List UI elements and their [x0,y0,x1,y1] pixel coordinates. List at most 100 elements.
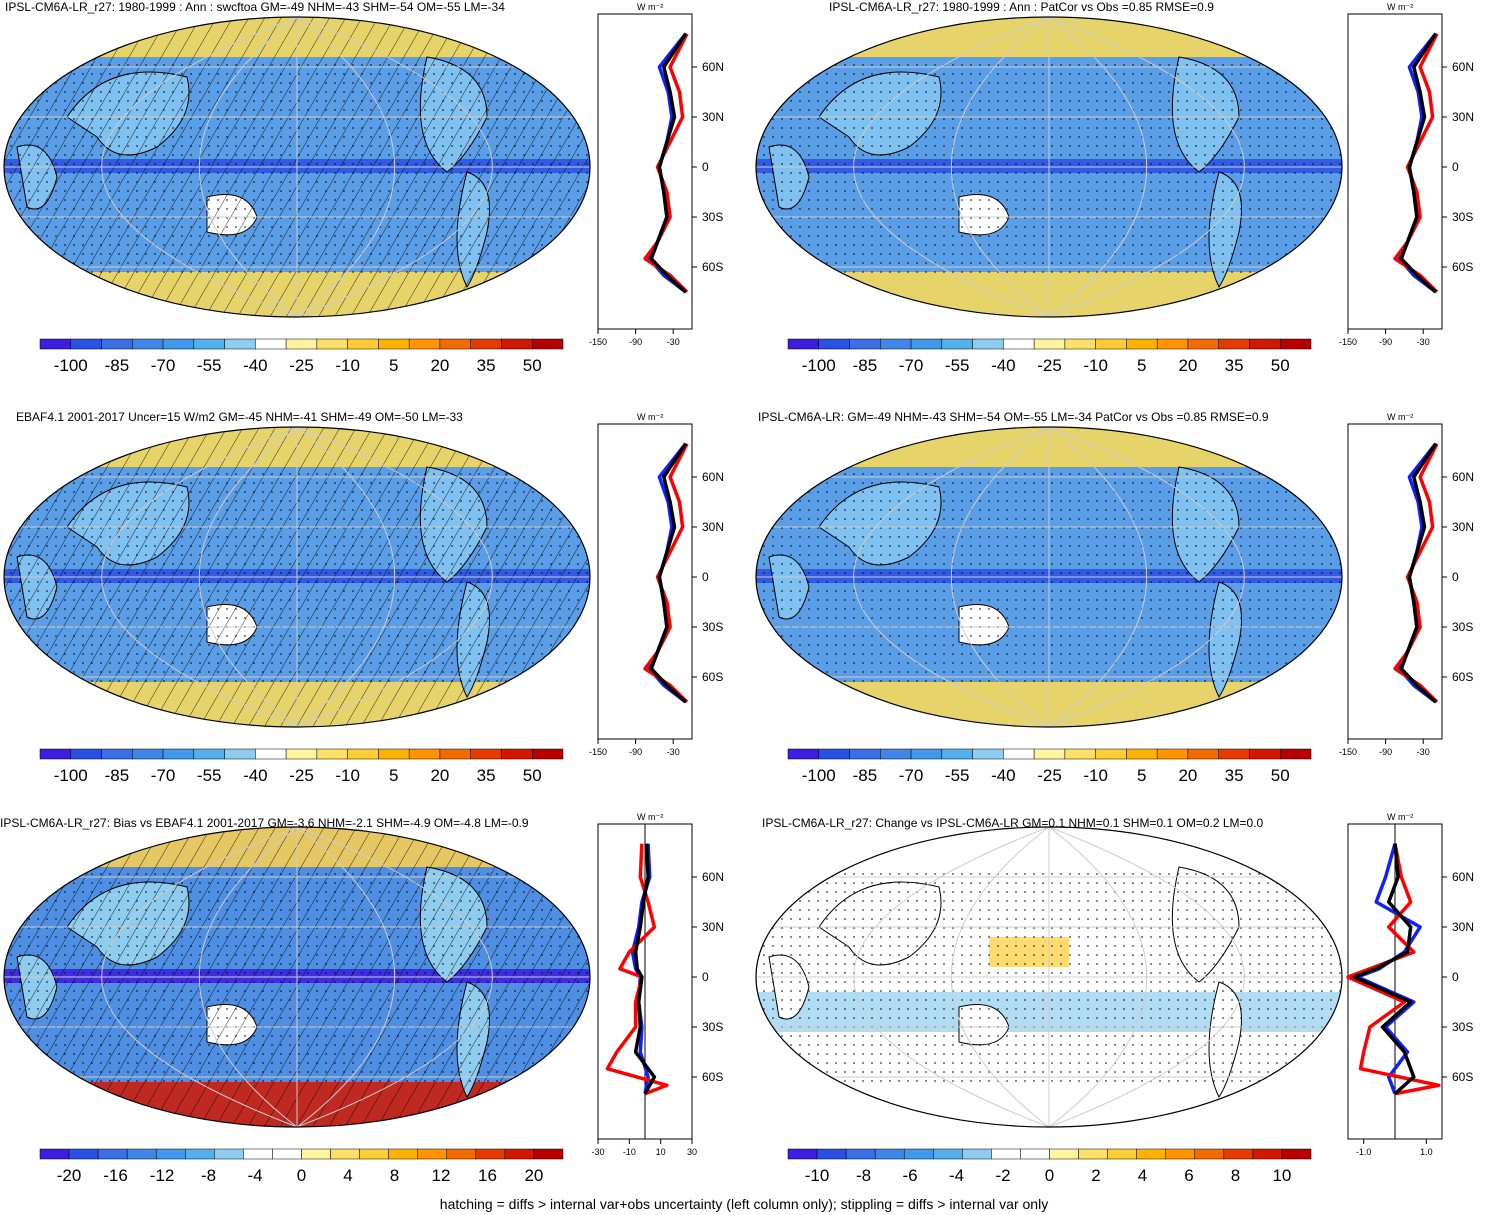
colorbar-swatch [991,1148,1021,1160]
colorbar-swatch [972,338,1004,350]
colorbar-swatch [39,748,72,760]
colorbar-label: -4 [949,1166,964,1185]
colorbar-swatch [972,748,1004,760]
colorbar-swatch [1064,338,1096,350]
graticule-lon [1048,17,1245,317]
colorbar-swatch [845,1148,876,1160]
profile-unit: W m⁻² [637,812,663,822]
y-tick-label: 0 [1452,160,1459,174]
profile-frame [1347,423,1443,740]
colorbar-swatch [531,748,564,760]
colorbar-label: 4 [343,1166,352,1185]
colorbar-swatch [1020,1148,1050,1160]
colorbar-label: 35 [477,766,496,785]
x-tick-label: -30 [1417,747,1430,757]
x-tick-label: -150 [589,337,607,347]
panel-title: EBAF4.1 2001-2017 Uncer=15 W/m2 GM=-45 N… [16,410,463,424]
y-tick-label: 30N [1452,520,1474,534]
map-field [756,827,1342,1127]
map-outline [755,826,1343,1128]
colorbar-swatch [285,748,318,760]
colorbar-label: 20 [1178,766,1197,785]
colorbar-swatch [301,1148,331,1160]
x-tick-label: -1.0 [1356,1147,1372,1157]
colorbar-swatch [388,1148,418,1160]
colorbar-swatch [1165,1148,1196,1160]
colorbar-swatch [446,1148,477,1160]
colorbar-label: -8 [856,1166,871,1185]
colorbar-label: 8 [390,1166,399,1185]
colorbar-label: -20 [57,1166,82,1185]
colorbar-swatch [39,338,72,350]
colorbar-swatch [378,748,410,760]
x-tick-label: -30 [1417,337,1430,347]
colorbar-label: -40 [991,766,1016,785]
colorbar-label: 35 [1225,356,1244,375]
graticule-lon [101,827,298,1127]
colorbar-swatch [1218,748,1250,760]
y-tick-label: 30N [702,110,724,124]
graticule-lon [1048,427,1147,727]
colorbar-swatch [1187,748,1219,760]
colorbar-swatch [818,338,850,350]
colorbar-swatch [155,1148,186,1160]
panel-title: IPSL-CM6A-LR_r27: Bias vs EBAF4.1 2001-2… [0,816,529,830]
colorbar-label: -100 [54,766,88,785]
colorbar-swatch [408,338,441,350]
colorbar-swatch [70,748,102,760]
colorbar-label: 0 [297,1166,306,1185]
colorbar-swatch [880,338,912,350]
y-tick-label: 0 [702,160,709,174]
colorbar-swatch [224,748,256,760]
colorbar-label: -40 [991,356,1016,375]
map-chart: W m⁻² 60N 30N 0 30S 60S -30 -10 10 30 -20 -16 -12 -8 -… [3,812,724,1185]
profile-line-black [649,442,688,704]
graticule-lon [1048,17,1147,317]
colorbar-label: -10 [1083,356,1108,375]
graticule-lon [296,427,493,727]
graticule-lon [1048,427,1245,727]
colorbar-label: -6 [902,1166,917,1185]
colorbar-swatch [1136,1148,1166,1160]
colorbar-label: -85 [853,356,878,375]
y-tick-label: 60S [1452,260,1473,274]
x-tick-label: -90 [629,337,642,347]
profile-unit: W m⁻² [1387,812,1413,822]
colorbar-label: -8 [201,1166,216,1185]
colorbar-swatch [880,748,912,760]
colorbar-label: -10 [335,766,360,785]
graticule-lon [853,17,1050,317]
colorbar-swatch [531,338,564,350]
colorbar-swatch [1095,338,1127,350]
profile-unit: W m⁻² [637,2,663,12]
colorbar-label: 5 [1137,356,1146,375]
colorbar-label: 5 [389,356,398,375]
x-tick-label: 10 [656,1147,666,1157]
colorbar-label: 2 [1091,1166,1100,1185]
colorbar-label: 20 [524,1166,543,1185]
map-outline [3,16,591,318]
colorbar-label: 8 [1231,1166,1240,1185]
colorbar-label: 50 [523,766,542,785]
colorbar-swatch [1194,1148,1225,1160]
colorbar-label: -2 [995,1166,1010,1185]
colorbar-swatch [910,748,943,760]
colorbar-swatch [214,1148,244,1160]
y-tick-label: 30S [1452,210,1473,224]
colorbar-swatch [255,748,287,760]
x-tick-label: -30 [667,337,680,347]
colorbar-swatch [97,1148,128,1160]
colorbar-swatch [316,748,348,760]
colorbar-swatch [378,338,410,350]
graticule-lon [296,17,395,317]
colorbar-swatch [533,1148,564,1160]
map-chart: W m⁻² 60N 30N 0 30S 60S -150 -90 -30 -100 -85 -70 -5… [3,412,724,785]
colorbar-swatch [439,748,471,760]
colorbar-swatch [504,1148,535,1160]
colorbar-label: -10 [805,1166,830,1185]
colorbar-swatch [1187,338,1219,350]
colorbar-label: -25 [1037,356,1062,375]
colorbar-label: -16 [103,1166,128,1185]
colorbar-swatch [849,338,881,350]
x-tick-label: -150 [589,747,607,757]
